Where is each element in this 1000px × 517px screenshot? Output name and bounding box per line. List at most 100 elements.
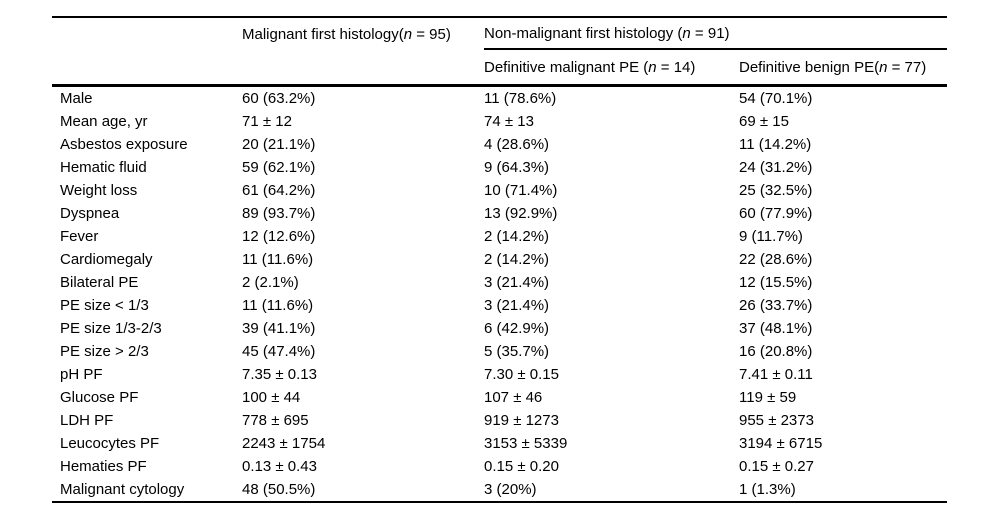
table-row: pH PF 7.35 ± 0.13 7.30 ± 0.15 7.41 ± 0.1… <box>52 363 947 386</box>
cell-value: 3153 ± 5339 <box>484 435 568 452</box>
cell-value: 0.15 ± 0.27 <box>739 458 814 475</box>
cell-value: 9 (64.3%) <box>484 159 550 176</box>
cell-value: 2 (14.2%) <box>484 251 550 268</box>
table-row: Fever 12 (12.6%) 2 (14.2%) 9 (11.7%) <box>52 225 947 248</box>
cell-value: 39 (41.1%) <box>242 320 316 337</box>
cell-value: 61 (64.2%) <box>242 182 316 199</box>
row-label: PE size > 2/3 <box>60 343 149 360</box>
table-row: Weight loss 61 (64.2%) 10 (71.4%) 25 (32… <box>52 179 947 202</box>
row-label: Malignant cytology <box>60 481 185 498</box>
cell-value: 0.13 ± 0.43 <box>242 458 317 475</box>
cell-value: 13 (92.9%) <box>484 205 558 222</box>
row-label: pH PF <box>60 366 103 383</box>
row-label: Mean age, yr <box>60 113 148 130</box>
cell-value: 71 ± 12 <box>242 113 292 130</box>
cell-value: 59 (62.1%) <box>242 159 316 176</box>
cell-value: 10 (71.4%) <box>484 182 558 199</box>
cell-value: 45 (47.4%) <box>242 343 316 360</box>
row-label: PE size < 1/3 <box>60 297 149 314</box>
cell-value: 5 (35.7%) <box>484 343 550 360</box>
header-row-group: Malignant first histology(n = 95) Non-ma… <box>52 18 947 50</box>
n-variable: n <box>648 58 657 76</box>
table-row: Glucose PF 100 ± 44 107 ± 46 119 ± 59 <box>52 386 947 409</box>
cell-value: 4 (28.6%) <box>484 136 550 153</box>
table-row: Leucocytes PF 2243 ± 1754 3153 ± 5339 31… <box>52 432 947 455</box>
cell-value: 22 (28.6%) <box>739 251 813 268</box>
cell-value: 12 (15.5%) <box>739 274 813 291</box>
cell-value: 9 (11.7%) <box>739 228 803 245</box>
table-row: Asbestos exposure 20 (21.1%) 4 (28.6%) 1… <box>52 133 947 156</box>
row-label: PE size 1/3-2/3 <box>60 320 162 337</box>
cell-value: 2 (14.2%) <box>484 228 550 245</box>
cell-value: 16 (20.8%) <box>739 343 813 360</box>
row-label: Fever <box>60 228 99 245</box>
header-row-sub: Definitive malignant PE (n = 14) Definit… <box>52 50 947 84</box>
cell-value: 25 (32.5%) <box>739 182 813 199</box>
header-text: = 95) <box>412 25 451 43</box>
cell-value: 3 (21.4%) <box>484 297 550 314</box>
table-row: Bilateral PE 2 (2.1%) 3 (21.4%) 12 (15.5… <box>52 271 947 294</box>
table-row: PE size < 1/3 11 (11.6%) 3 (21.4%) 26 (3… <box>52 294 947 317</box>
row-label: Hematies PF <box>60 458 147 475</box>
row-label: Male <box>60 90 93 107</box>
cell-value: 0.15 ± 0.20 <box>484 458 559 475</box>
table-row: Mean age, yr 71 ± 12 74 ± 13 69 ± 15 <box>52 110 947 133</box>
row-label: LDH PF <box>60 412 114 429</box>
cell-value: 20 (21.1%) <box>242 136 316 153</box>
sub-header-definitive-benign-pe: Definitive benign PE(n = 77) <box>739 59 947 76</box>
cell-value: 60 (77.9%) <box>739 205 813 222</box>
cell-value: 12 (12.6%) <box>242 228 316 245</box>
cell-value: 74 ± 13 <box>484 113 534 130</box>
table-row: Malignant cytology 48 (50.5%) 3 (20%) 1 … <box>52 478 947 501</box>
table-row: LDH PF 778 ± 695 919 ± 1273 955 ± 2373 <box>52 409 947 432</box>
cell-value: 3 (21.4%) <box>484 274 550 291</box>
row-label: Cardiomegaly <box>60 251 153 268</box>
cell-value: 48 (50.5%) <box>242 481 316 498</box>
cell-value: 7.35 ± 0.13 <box>242 366 317 383</box>
table-row: Hematic fluid 59 (62.1%) 9 (64.3%) 24 (3… <box>52 156 947 179</box>
cell-value: 3194 ± 6715 <box>739 435 823 452</box>
table-row: Dyspnea 89 (93.7%) 13 (92.9%) 60 (77.9%) <box>52 202 947 225</box>
sub-header-definitive-malignant-pe: Definitive malignant PE (n = 14) <box>484 59 739 76</box>
cell-value: 3 (20%) <box>484 481 537 498</box>
clinical-characteristics-table: Malignant first histology(n = 95) Non-ma… <box>52 16 947 503</box>
cell-value: 89 (93.7%) <box>242 205 316 222</box>
cell-value: 11 (14.2%) <box>739 136 812 153</box>
cell-value: 11 (11.6%) <box>242 251 314 268</box>
n-variable: n <box>403 25 413 43</box>
cell-value: 955 ± 2373 <box>739 412 814 429</box>
column-header-malignant: Malignant first histology(n = 95) <box>242 26 484 43</box>
cell-value: 1 (1.3%) <box>739 481 796 498</box>
cell-value: 919 ± 1273 <box>484 412 559 429</box>
cell-value: 2243 ± 1754 <box>242 435 326 452</box>
cell-value: 7.30 ± 0.15 <box>484 366 559 383</box>
cell-value: 778 ± 695 <box>242 412 309 429</box>
cell-value: 60 (63.2%) <box>242 90 316 107</box>
cell-value: 100 ± 44 <box>242 389 301 406</box>
column-group-header-nonmalignant: Non-malignant first histology (n = 91) <box>484 18 947 50</box>
table-body: Male 60 (63.2%) 11 (78.6%) 54 (70.1%) Me… <box>52 87 947 503</box>
table-row: PE size 1/3-2/3 39 (41.1%) 6 (42.9%) 37 … <box>52 317 947 340</box>
cell-value: 26 (33.7%) <box>739 297 813 314</box>
table-row: Male 60 (63.2%) 11 (78.6%) 54 (70.1%) <box>52 87 947 110</box>
cell-value: 69 ± 15 <box>739 113 789 130</box>
group-header-text-wrap: Non-malignant first histology (n = 91) <box>484 25 730 42</box>
header-text: Definitive malignant PE ( <box>484 58 649 76</box>
cell-value: 119 ± 59 <box>739 389 797 406</box>
row-label: Asbestos exposure <box>60 136 188 153</box>
cell-value: 107 ± 46 <box>484 389 543 406</box>
row-label: Leucocytes PF <box>60 435 160 452</box>
row-label: Hematic fluid <box>60 159 147 176</box>
cell-value: 2 (2.1%) <box>242 274 299 291</box>
row-label: Glucose PF <box>60 389 139 406</box>
header-text: Malignant first histology( <box>242 25 404 43</box>
cell-value: 11 (11.6%) <box>242 297 314 314</box>
cell-value: 54 (70.1%) <box>739 90 813 107</box>
header-text: = 91) <box>690 24 730 42</box>
cell-value: 7.41 ± 0.11 <box>739 366 813 383</box>
table-row: Hematies PF 0.13 ± 0.43 0.15 ± 0.20 0.15… <box>52 455 947 478</box>
table-header: Malignant first histology(n = 95) Non-ma… <box>52 18 947 87</box>
n-variable: n <box>682 24 691 42</box>
cell-value: 6 (42.9%) <box>484 320 550 337</box>
